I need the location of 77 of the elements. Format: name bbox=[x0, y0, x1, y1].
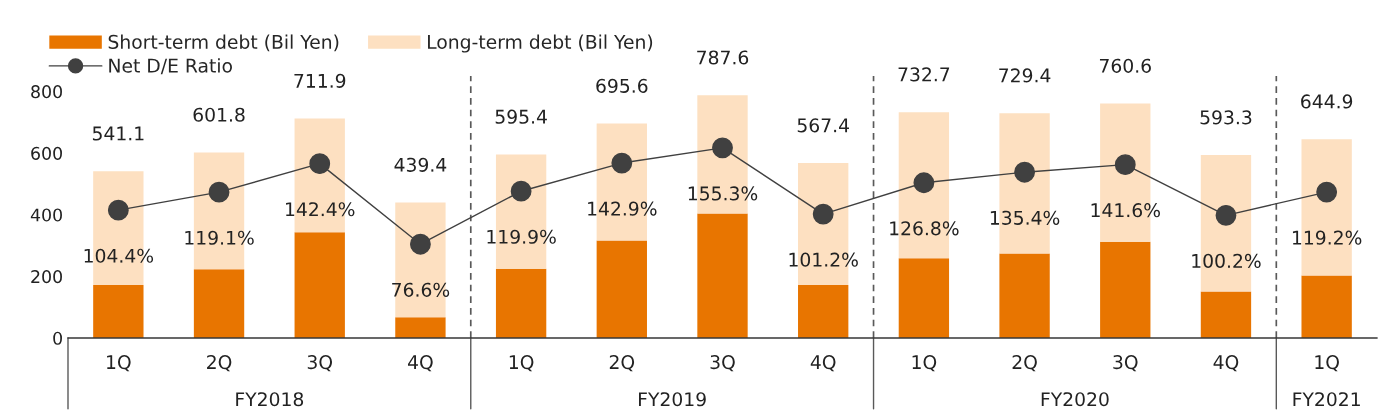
total-label: 760.6 bbox=[1099, 58, 1151, 73]
x-tick-label: 4Q bbox=[810, 355, 836, 372]
y-tick-label: 800 bbox=[31, 85, 62, 99]
point bbox=[309, 153, 331, 175]
data-label: 155.3% bbox=[688, 186, 758, 201]
bar bbox=[697, 213, 748, 338]
text: FY2020 bbox=[1041, 392, 1109, 407]
data-label: 119.9% bbox=[487, 229, 556, 244]
point bbox=[611, 152, 633, 174]
bar bbox=[495, 268, 547, 338]
bar bbox=[1200, 291, 1252, 338]
data-label: 142.9% bbox=[588, 201, 657, 216]
data-label: 141.6% bbox=[1091, 203, 1160, 218]
legend-label: Net D/E Ratio bbox=[109, 58, 232, 75]
total-label: 595.4 bbox=[495, 109, 547, 124]
data-label: 119.1% bbox=[185, 230, 254, 245]
text: FY2018 bbox=[236, 392, 304, 407]
bar bbox=[1100, 241, 1151, 338]
data-label: 142.4% bbox=[286, 202, 355, 217]
bar bbox=[798, 284, 849, 338]
total-label: 541.1 bbox=[92, 126, 144, 141]
x-tick-label: 3Q bbox=[710, 355, 735, 372]
y-tick-label: 400 bbox=[30, 208, 62, 222]
point bbox=[1316, 181, 1338, 203]
x-tick-label: 1Q bbox=[509, 355, 534, 372]
x-tick-label: 4Q bbox=[408, 355, 433, 372]
bar bbox=[1301, 275, 1352, 338]
point bbox=[410, 233, 431, 255]
point bbox=[1215, 204, 1237, 226]
data-label: 104.4% bbox=[84, 248, 154, 263]
x-tick-label: 1Q bbox=[107, 355, 131, 372]
x-tick-label: 3Q bbox=[1113, 355, 1138, 372]
x-tick-label: 4Q bbox=[1213, 355, 1239, 372]
total-label: 787.6 bbox=[697, 50, 749, 65]
point bbox=[712, 137, 733, 159]
bar bbox=[999, 253, 1050, 338]
bar bbox=[596, 240, 647, 338]
total-label: 729.4 bbox=[999, 68, 1051, 83]
data-label: 126.8% bbox=[890, 221, 959, 236]
total-label: 695.6 bbox=[596, 78, 648, 93]
legend-label: Long-term debt (Bil Yen) bbox=[428, 34, 653, 53]
x-tick-label: 1Q bbox=[912, 355, 937, 372]
text: FY2019 bbox=[639, 392, 706, 407]
point bbox=[812, 203, 834, 225]
bar bbox=[294, 232, 345, 338]
legend-label: Short-term debt (Bil Yen) bbox=[108, 34, 339, 52]
point bbox=[510, 180, 532, 202]
y-tick-label: 200 bbox=[31, 270, 62, 284]
point bbox=[208, 181, 230, 203]
data-label: 100.2% bbox=[1192, 253, 1261, 268]
data-label: 135.4% bbox=[990, 210, 1060, 225]
total-label: 593.3 bbox=[1200, 110, 1252, 125]
total-label: 711.9 bbox=[294, 73, 346, 88]
total-label: 601.8 bbox=[193, 107, 245, 122]
text: FY2021 bbox=[1293, 392, 1360, 407]
bar bbox=[898, 258, 950, 338]
point bbox=[107, 199, 129, 221]
x-tick-label: 2Q bbox=[609, 355, 635, 372]
total-label: 732.7 bbox=[898, 67, 950, 82]
bar bbox=[395, 317, 446, 338]
x-tick-label: 2Q bbox=[207, 355, 232, 372]
data-label: 119.2% bbox=[1292, 230, 1362, 245]
total-label: 567.4 bbox=[797, 118, 849, 133]
point bbox=[1114, 154, 1136, 176]
y-tick-label: 0 bbox=[53, 331, 62, 345]
y-tick-label: 600 bbox=[31, 146, 62, 160]
x-tick-label: 3Q bbox=[307, 355, 333, 372]
bar bbox=[193, 269, 245, 338]
bar bbox=[93, 284, 144, 338]
x-tick-label: 1Q bbox=[1315, 355, 1339, 372]
total-label: 439.4 bbox=[394, 157, 447, 172]
total-label: 644.9 bbox=[1301, 94, 1353, 109]
x-tick-label: 2Q bbox=[1012, 355, 1037, 372]
point bbox=[913, 172, 935, 194]
data-label: 101.2% bbox=[789, 252, 858, 267]
data-label: 76.6% bbox=[392, 282, 450, 297]
point bbox=[1014, 161, 1035, 183]
